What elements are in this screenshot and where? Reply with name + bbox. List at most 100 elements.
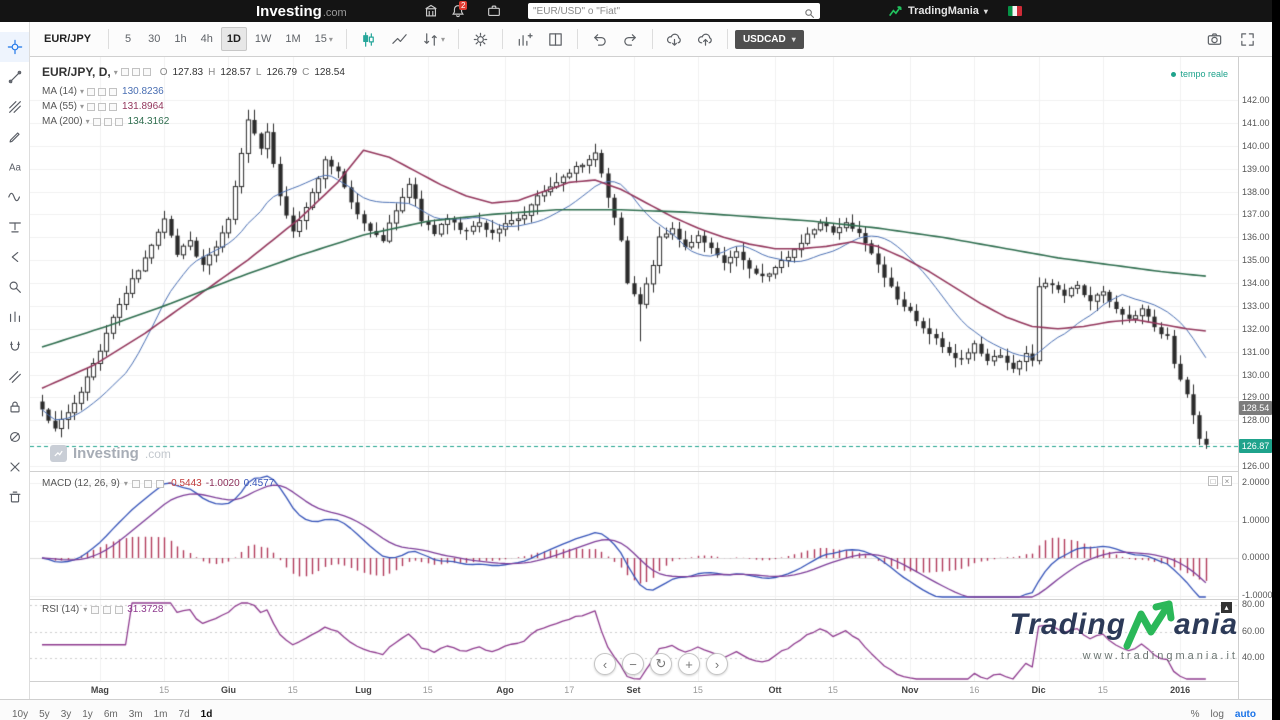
legend-eye-icon[interactable] <box>120 68 129 76</box>
ma-value: 130.8236 <box>122 86 164 97</box>
search-box[interactable] <box>528 3 820 19</box>
legend-close-icon[interactable] <box>155 479 164 488</box>
legend-eye-icon[interactable] <box>91 605 100 614</box>
legend-eye-icon[interactable] <box>87 87 96 96</box>
macd-tick-label: 1.0000 <box>1242 514 1270 525</box>
interval-1h-button[interactable]: 1h <box>168 27 192 51</box>
log-button[interactable]: log <box>1210 709 1224 720</box>
tool-trendline-button[interactable] <box>0 62 29 92</box>
%-button[interactable]: % <box>1190 709 1200 720</box>
range-6m-button[interactable]: 6m <box>103 709 118 720</box>
legend-close-icon[interactable] <box>115 605 124 614</box>
legend-eye-icon[interactable] <box>92 117 101 126</box>
macd-label[interactable]: MACD (12, 26, 9) <box>42 478 120 489</box>
toolbar-separator <box>576 29 578 49</box>
italian-flag-icon[interactable] <box>1008 6 1022 16</box>
tradingmania-menu[interactable]: TradingMania ▾ <box>888 0 988 22</box>
rsi-label[interactable]: RSI (14) <box>42 604 80 615</box>
price-axis[interactable]: 142.00 141.00 140.00 139.00 138.00 137.00 136.… <box>1238 57 1272 699</box>
interval-15-button[interactable]: 15 ▾ <box>309 27 339 51</box>
zoom-out-button[interactable]: − <box>622 653 644 675</box>
portfolio-briefcase-icon[interactable] <box>486 3 502 19</box>
tool-text-button[interactable]: Aa <box>0 152 29 182</box>
camera-button[interactable] <box>1200 27 1229 51</box>
time-axis[interactable]: Mag 15 Giu 15 Lug 15 Ago 17 Set 15 Ott 15 Nov 16 Dic 15… <box>30 681 1238 699</box>
interval-1W-button[interactable]: 1W <box>249 27 278 51</box>
tool-hide-all-button[interactable] <box>0 422 29 452</box>
markets-building-icon[interactable] <box>423 3 439 19</box>
cloud-download-button[interactable] <box>660 27 689 51</box>
wave-icon <box>7 189 23 205</box>
legend-settings-icon[interactable] <box>103 605 112 614</box>
zoom-in-button[interactable]: + <box>678 653 700 675</box>
close-pane-icon[interactable]: × <box>1222 476 1232 486</box>
interval-1D-button[interactable]: 1D <box>220 27 247 51</box>
tool-long-position-button[interactable] <box>0 212 29 242</box>
interval-30-button[interactable]: 30 <box>142 27 166 51</box>
settings-gear-button[interactable] <box>466 27 495 51</box>
legend-close-icon[interactable] <box>109 87 118 96</box>
collapse-pane-icon[interactable]: ▴ <box>1221 602 1232 613</box>
ohlc-values: O 127.83 H 128.57 L 126.79 C 128.54 <box>160 67 345 78</box>
tool-trash-button[interactable] <box>0 482 29 512</box>
symbol-button[interactable]: EUR/JPY <box>40 33 101 45</box>
macd-canvas[interactable] <box>30 472 1238 599</box>
legend-eye-icon[interactable] <box>131 479 140 488</box>
tool-bar-pattern-button[interactable] <box>0 302 29 332</box>
tool-brush-button[interactable] <box>0 122 29 152</box>
tool-arrow-left-button[interactable] <box>0 242 29 272</box>
range-5y-button[interactable]: 5y <box>39 709 50 720</box>
legend-settings-icon[interactable] <box>131 68 140 76</box>
candlestick-style-button[interactable] <box>354 27 383 51</box>
tool-pitchfork-button[interactable] <box>0 92 29 122</box>
line-style-button[interactable] <box>385 27 414 51</box>
range-10y-button[interactable]: 10y <box>12 709 29 720</box>
undo-button[interactable] <box>585 27 614 51</box>
fullscreen-button[interactable] <box>1233 27 1262 51</box>
compare-symbol-button[interactable]: USDCAD ▾ <box>734 29 804 49</box>
tool-zoom-button[interactable] <box>0 272 29 302</box>
tool-crosshair-button[interactable] <box>0 32 29 62</box>
cloud-upload-button[interactable] <box>691 27 720 51</box>
legend-settings-icon[interactable] <box>98 102 107 111</box>
toolbar-separator <box>651 29 653 49</box>
reset-view-button[interactable]: ↻ <box>650 653 672 675</box>
legend-close-icon[interactable] <box>114 117 123 126</box>
legend-close-icon[interactable] <box>142 68 151 76</box>
range-1y-button[interactable]: 1y <box>82 709 93 720</box>
range-1m-button[interactable]: 1m <box>153 709 168 720</box>
indicators-button[interactable] <box>510 27 539 51</box>
ma-value: 131.8964 <box>122 101 164 112</box>
legend-settings-icon[interactable] <box>103 117 112 126</box>
tool-measure-button[interactable] <box>0 362 29 392</box>
interval-label: 5 <box>125 33 132 45</box>
tool-magnet-button[interactable] <box>0 332 29 362</box>
redo-button[interactable] <box>616 27 645 51</box>
interval-5-button[interactable]: 5 <box>116 27 140 51</box>
interval-1M-button[interactable]: 1M <box>279 27 306 51</box>
measure-icon <box>7 369 23 385</box>
search-input[interactable] <box>533 5 800 17</box>
legend-close-icon[interactable] <box>109 102 118 111</box>
compare-button[interactable]: ▾ <box>416 27 451 51</box>
tool-remove-button[interactable] <box>0 452 29 482</box>
investing-logo[interactable]: Investing .com <box>256 0 347 22</box>
legend-settings-icon[interactable] <box>143 479 152 488</box>
chart-title[interactable]: EUR/JPY, D, <box>42 65 111 79</box>
legend-settings-icon[interactable] <box>98 87 107 96</box>
layout-template-button[interactable] <box>541 27 570 51</box>
pan-left-button[interactable]: ‹ <box>594 653 616 675</box>
range-3m-button[interactable]: 3m <box>128 709 143 720</box>
range-3y-button[interactable]: 3y <box>60 709 72 720</box>
ohlc-letter: H <box>208 66 216 78</box>
interval-4h-button[interactable]: 4h <box>195 27 219 51</box>
range-1d-button[interactable]: 1d <box>200 709 213 720</box>
legend-eye-icon[interactable] <box>87 102 96 111</box>
maximize-pane-icon[interactable]: □ <box>1208 476 1218 486</box>
price-chart-canvas[interactable] <box>30 57 1238 471</box>
auto-button[interactable]: auto <box>1234 709 1256 720</box>
tool-lock-button[interactable] <box>0 392 29 422</box>
pan-right-button[interactable]: › <box>706 653 728 675</box>
tool-wave-button[interactable] <box>0 182 29 212</box>
range-7d-button[interactable]: 7d <box>178 709 190 720</box>
